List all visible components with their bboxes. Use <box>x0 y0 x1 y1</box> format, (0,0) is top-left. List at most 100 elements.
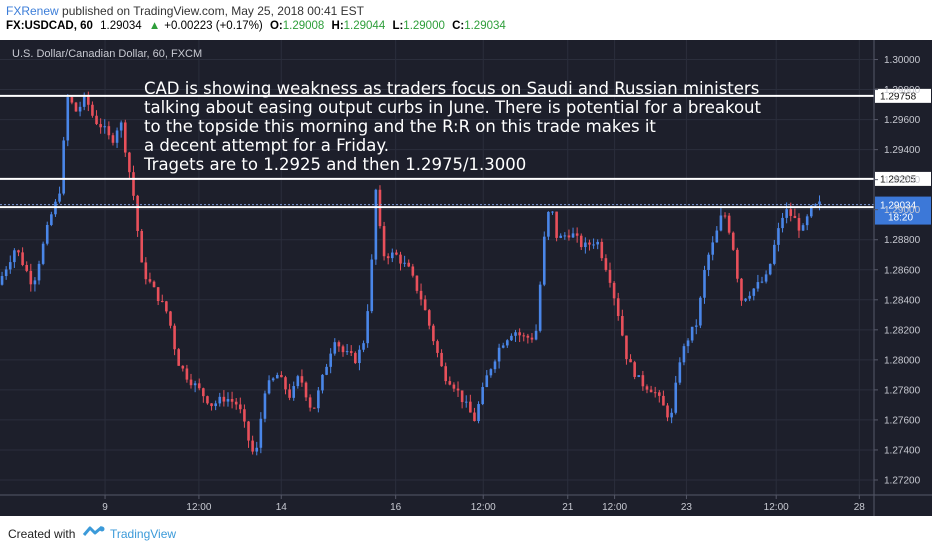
y-tick-label: 1.29200 <box>884 175 921 186</box>
candle-body <box>596 241 599 245</box>
candle-body <box>645 386 649 390</box>
candle-body <box>362 343 365 350</box>
candle-body <box>230 399 234 402</box>
candle-body <box>390 252 394 259</box>
candle-body <box>82 94 86 107</box>
candle-body <box>218 396 222 404</box>
trade-annotation: CAD is showing weakness as traders focus… <box>144 79 864 174</box>
candle-body <box>251 440 254 452</box>
annotation-line: talking about easing output curbs in Jun… <box>144 98 761 117</box>
level-label-box <box>875 171 931 186</box>
candle-body <box>395 252 398 255</box>
candle-body <box>17 250 20 253</box>
candle-body <box>415 275 419 291</box>
candle-body <box>452 384 456 389</box>
candle-body <box>444 366 447 382</box>
candle-body <box>760 281 764 283</box>
candle-body <box>288 389 291 398</box>
candle-body <box>432 325 435 342</box>
x-tick-label: 12:00 <box>471 502 496 513</box>
candle-body <box>694 325 698 327</box>
candle-body <box>563 235 567 237</box>
candle-body <box>571 233 575 238</box>
candle-body <box>148 279 152 282</box>
candle-body <box>58 193 61 202</box>
candle-body <box>460 390 464 403</box>
candle-body <box>222 396 226 402</box>
candle-body <box>748 295 751 299</box>
y-tick-label: 1.28600 <box>884 265 921 276</box>
candle-body <box>284 377 287 390</box>
current-price-label: 1.29034 <box>880 201 917 212</box>
candle-body <box>271 378 275 381</box>
x-tick-label: 16 <box>390 502 402 513</box>
candle-body <box>809 205 813 217</box>
symbol-timeframe: FX:USDCAD, 60 <box>6 20 93 32</box>
last-price: 1.29034 <box>100 20 142 32</box>
price-axis: 1.27200 1.27400 1.27600 1.27800 1.28000 1.282… <box>873 40 921 516</box>
y-tick-label: 1.28400 <box>884 295 921 306</box>
candle-body <box>464 401 468 403</box>
candle-body <box>547 211 550 237</box>
candle-body <box>325 366 328 375</box>
candle-body <box>711 242 715 255</box>
candle-body <box>703 270 706 298</box>
candle-body <box>70 97 74 103</box>
x-tick-label: 9 <box>102 502 108 513</box>
y-tick-label: 1.27400 <box>884 445 921 456</box>
candle-body <box>95 115 98 125</box>
candle-body <box>604 258 608 270</box>
candle-body <box>588 242 591 245</box>
candle-body <box>448 381 452 385</box>
candle-body <box>21 252 24 266</box>
x-tick-label: 14 <box>276 502 288 513</box>
candle-body <box>526 335 530 338</box>
candle-body <box>625 335 628 360</box>
candle-body <box>649 389 653 393</box>
candle-body <box>805 216 809 226</box>
y-tick-label: 1.28200 <box>884 325 921 336</box>
candle-body <box>185 368 189 380</box>
candle-body <box>317 390 320 409</box>
candle-body <box>119 122 123 131</box>
header-bar: FXRenew published on TradingView.com, Ma… <box>0 0 932 40</box>
candle-body <box>818 201 821 205</box>
candle-body <box>144 262 148 280</box>
candle-body <box>239 404 242 410</box>
candle-body <box>621 316 624 336</box>
candle-body <box>160 301 164 303</box>
candle-body <box>140 230 144 263</box>
candle-body <box>542 236 546 285</box>
current-price-box <box>875 196 931 225</box>
candle-body <box>13 250 16 263</box>
candle-body <box>608 269 612 283</box>
candle-body <box>74 102 78 112</box>
x-tick-label: 12:00 <box>602 502 627 513</box>
close-value: 1.29034 <box>464 20 506 32</box>
y-tick-label: 1.27800 <box>884 385 921 396</box>
candle-body <box>152 281 156 288</box>
author-link[interactable]: FXRenew <box>6 4 59 18</box>
candle-body <box>37 263 41 281</box>
tradingview-brand-link[interactable]: TradingView <box>110 527 177 541</box>
candle-body <box>0 276 4 285</box>
tradingview-logo-icon <box>82 525 105 536</box>
close-label: C: <box>452 20 465 32</box>
candle-body <box>280 375 283 378</box>
x-tick-label: 12:00 <box>764 502 789 513</box>
candle-body <box>123 122 127 153</box>
candle-body <box>686 340 690 347</box>
candle-body <box>752 288 756 296</box>
x-tick-label: 23 <box>681 502 693 513</box>
candle-body <box>740 278 743 301</box>
candle-body <box>341 346 345 353</box>
candle-body <box>797 218 801 231</box>
y-tick-label: 1.29600 <box>884 115 921 126</box>
candle-body <box>354 352 357 364</box>
candle-body <box>128 152 131 173</box>
candle-body <box>267 380 271 394</box>
candle-body <box>653 392 657 394</box>
y-tick-label: 1.29400 <box>884 145 921 156</box>
